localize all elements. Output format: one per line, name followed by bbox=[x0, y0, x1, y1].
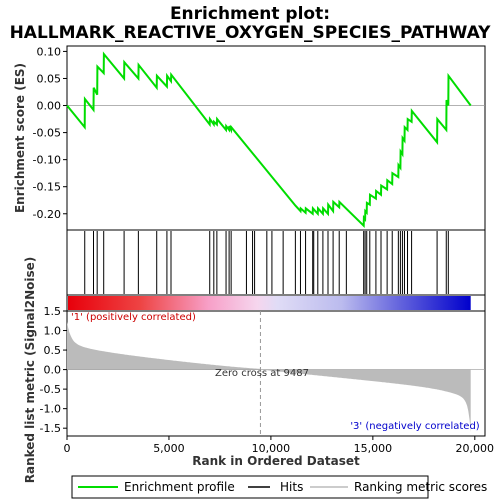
es-y-tick-label: 0.05 bbox=[37, 72, 62, 85]
es-y-ticks: 0.10 0.05 0.00 -0.05 -0.10 -0.15 -0.20 bbox=[33, 45, 67, 221]
legend-hits-label: Hits bbox=[280, 480, 303, 494]
hits-marks bbox=[84, 231, 449, 294]
ranking-metric-area bbox=[67, 321, 471, 433]
enrichment-profile-line bbox=[66, 51, 472, 229]
negative-correlation-label: '3' (negatively correlated) bbox=[350, 421, 479, 432]
x-tick-label: 5,000 bbox=[153, 442, 185, 455]
metric-y-tick-label: -1.5 bbox=[40, 422, 61, 435]
metric-y-tick-label: -1.0 bbox=[40, 403, 61, 416]
legend-metric-label: Ranking metric scores bbox=[354, 480, 487, 494]
es-y-tick-label: -0.20 bbox=[33, 208, 61, 221]
metric-y-tick-label: 0.0 bbox=[44, 364, 62, 377]
hits-panel-frame bbox=[66, 229, 486, 296]
metric-y-tick-label: 1.5 bbox=[44, 305, 62, 318]
es-y-tick-label: -0.10 bbox=[33, 154, 61, 167]
es-panel-frame bbox=[66, 45, 486, 231]
chart-title-line2: HALLMARK_REACTIVE_OXYGEN_SPECIES_PATHWAY bbox=[10, 23, 492, 43]
positive-correlation-label: '1' (positively correlated) bbox=[71, 312, 196, 323]
es-y-axis-label: Enrichment score (ES) bbox=[13, 63, 27, 213]
legend-enrichment-label: Enrichment profile bbox=[124, 480, 235, 494]
x-tick-label: 10,000 bbox=[252, 442, 291, 455]
chart-title-line1: Enrichment plot: bbox=[170, 4, 330, 24]
es-y-tick-label: 0.00 bbox=[37, 100, 62, 113]
metric-y-tick-label: -0.5 bbox=[40, 383, 61, 396]
metric-y-axis-label: Ranked list metric (Signal2Noise) bbox=[23, 257, 37, 484]
es-y-tick-label: -0.05 bbox=[33, 127, 61, 140]
metric-y-ticks: 1.5 1.0 0.5 0.0 -0.5 -1.0 -1.5 bbox=[40, 305, 67, 435]
x-tick-label: 20,000 bbox=[456, 442, 495, 455]
x-tick-label: 15,000 bbox=[354, 442, 393, 455]
x-axis-label: Rank in Ordered Dataset bbox=[192, 454, 360, 468]
rank-color-bar bbox=[68, 296, 471, 310]
metric-y-tick-label: 1.0 bbox=[44, 325, 62, 338]
metric-x-ticks: 0 5,000 10,000 15,000 20,000 bbox=[64, 436, 495, 455]
es-y-tick-label: -0.15 bbox=[33, 181, 61, 194]
metric-y-tick-label: 0.5 bbox=[44, 344, 62, 357]
es-y-tick-label: 0.10 bbox=[37, 45, 62, 58]
zero-cross-label: Zero cross at 9487 bbox=[215, 368, 309, 379]
x-tick-label: 0 bbox=[64, 442, 71, 455]
